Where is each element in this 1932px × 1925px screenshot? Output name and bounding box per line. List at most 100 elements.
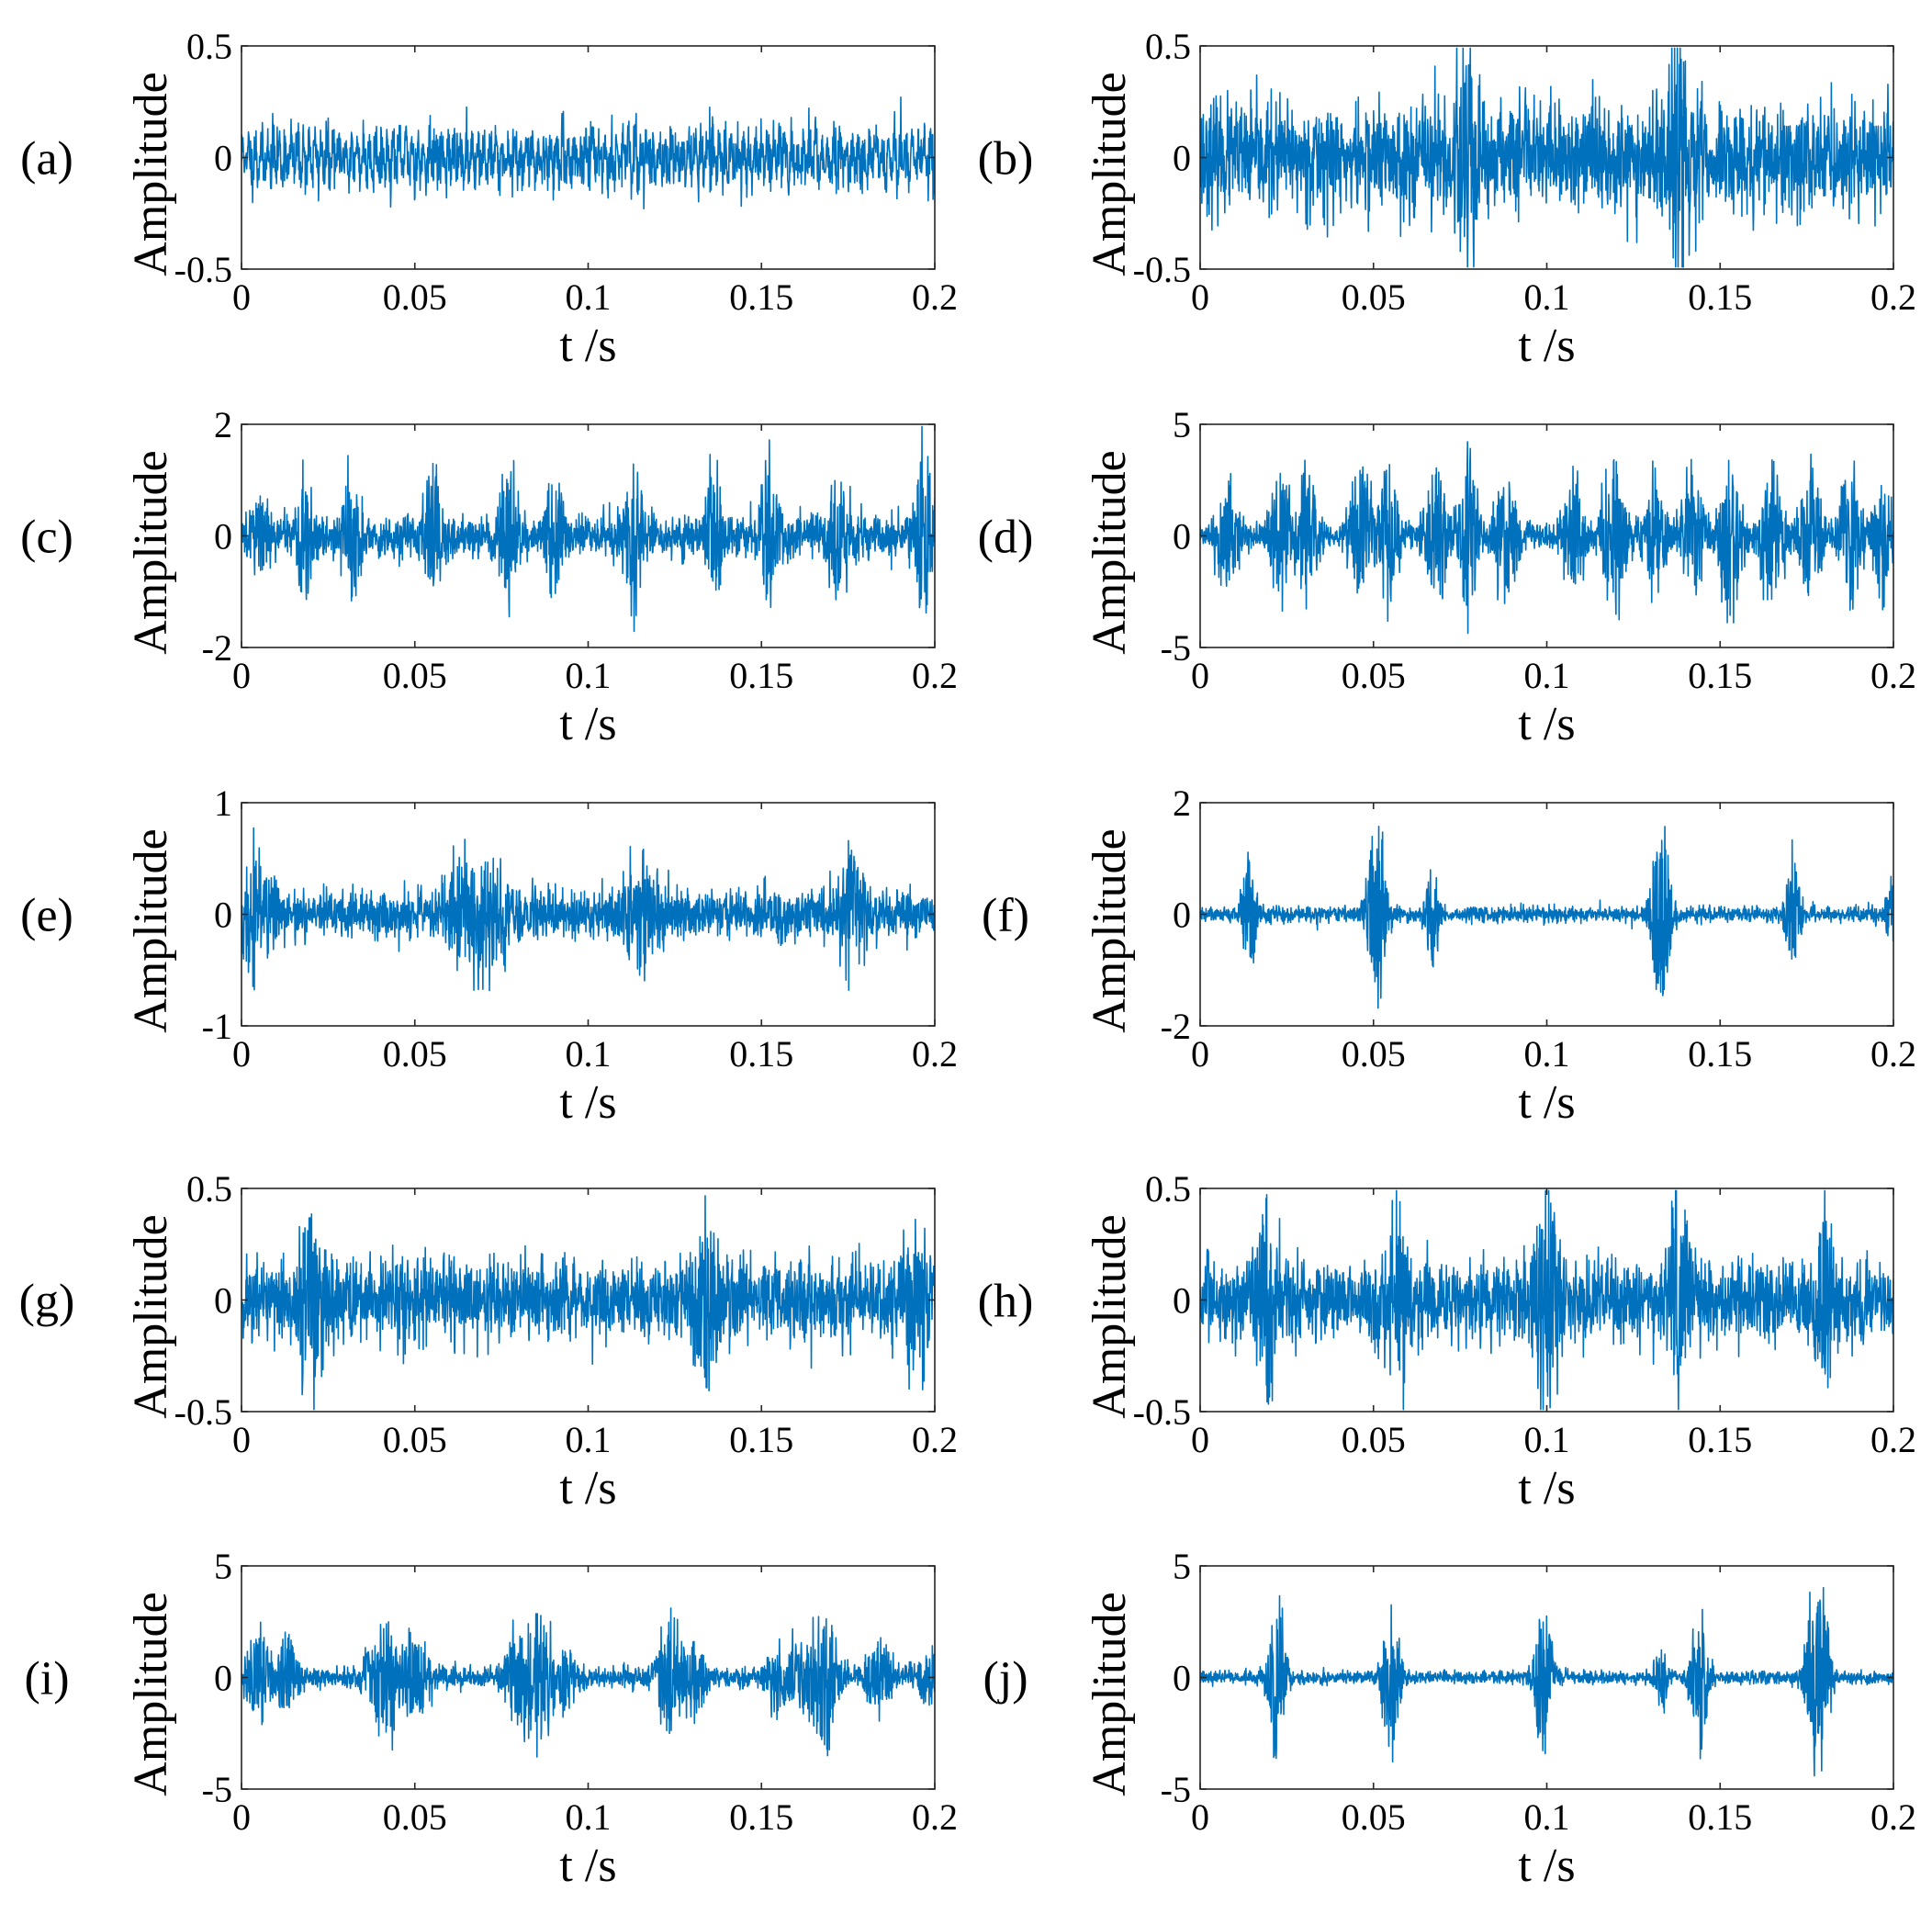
y-tick-label-i-2: 5 [214, 1546, 232, 1587]
x-tick-label-b-1: 0.05 [1342, 276, 1406, 318]
y-tick-label-d-1: 0 [1173, 516, 1191, 557]
y-tick-label-d-2: 5 [1173, 404, 1191, 445]
x-tick-label-c-1: 0.05 [383, 655, 447, 696]
y-tick-label-a-0: -0.5 [174, 249, 232, 290]
y-tick-label-h-0: -0.5 [1133, 1391, 1191, 1433]
series-line-c [242, 425, 935, 633]
y-tick-label-a-1: 0 [214, 138, 232, 179]
y-tick-label-b-1: 0 [1173, 138, 1191, 179]
y-axis-title-b: Amplitude [1084, 72, 1136, 276]
x-tick-label-f-2: 0.1 [1524, 1033, 1570, 1075]
y-tick-label-j-0: -5 [1161, 1769, 1191, 1810]
series-line-j [1200, 1586, 1893, 1777]
y-tick-label-i-0: -5 [202, 1769, 232, 1810]
y-tick-label-f-1: 0 [1173, 895, 1191, 936]
x-tick-label-i-4: 0.2 [912, 1796, 958, 1838]
series-line-d [1200, 441, 1893, 635]
y-tick-label-h-1: 0 [1173, 1280, 1191, 1322]
x-axis-title-c: t /s [559, 698, 616, 750]
y-tick-label-b-0: -0.5 [1133, 249, 1191, 290]
x-tick-label-g-2: 0.1 [566, 1419, 612, 1460]
x-tick-label-j-4: 0.2 [1870, 1796, 1916, 1838]
x-axis-title-e: t /s [559, 1076, 616, 1129]
panel-label-c: (c) [20, 512, 73, 564]
x-tick-label-e-2: 0.1 [566, 1033, 612, 1075]
x-axis-title-i: t /s [559, 1840, 616, 1892]
x-tick-label-e-0: 0 [232, 1033, 251, 1075]
y-tick-label-b-2: 0.5 [1145, 26, 1191, 67]
x-tick-label-j-2: 0.1 [1524, 1796, 1570, 1838]
y-axis-title-d: Amplitude [1084, 450, 1136, 654]
y-tick-label-f-0: -2 [1161, 1006, 1191, 1047]
x-tick-label-b-4: 0.2 [1870, 276, 1916, 318]
y-tick-label-g-0: -0.5 [174, 1391, 232, 1433]
y-axis-title-a: Amplitude [125, 72, 177, 276]
x-tick-label-i-3: 0.15 [729, 1796, 793, 1838]
series-line-i [242, 1607, 935, 1758]
panel-label-e: (e) [20, 890, 73, 942]
series-line-e [242, 827, 935, 992]
x-tick-label-i-1: 0.05 [383, 1796, 447, 1838]
y-axis-title-j: Amplitude [1084, 1592, 1136, 1796]
x-tick-label-h-0: 0 [1191, 1419, 1209, 1460]
x-tick-label-d-0: 0 [1191, 655, 1209, 696]
panel-label-a: (a) [20, 133, 73, 186]
x-tick-label-e-1: 0.05 [383, 1033, 447, 1075]
x-axis-title-d: t /s [1518, 698, 1575, 750]
x-tick-label-h-3: 0.15 [1688, 1419, 1752, 1460]
panel-label-j: (j) [983, 1653, 1028, 1705]
x-axis-title-g: t /s [559, 1462, 616, 1514]
y-axis-title-h: Amplitude [1084, 1214, 1136, 1418]
x-tick-label-e-3: 0.15 [729, 1033, 793, 1075]
x-tick-label-i-2: 0.1 [566, 1796, 612, 1838]
x-tick-label-c-4: 0.2 [912, 655, 958, 696]
series-line-b [1200, 47, 1893, 268]
panel-label-f: (f) [982, 890, 1029, 942]
series-line-h [1200, 1189, 1893, 1411]
y-tick-label-a-2: 0.5 [186, 26, 232, 67]
x-tick-label-d-3: 0.15 [1688, 655, 1752, 696]
y-tick-label-j-2: 5 [1173, 1546, 1191, 1587]
x-tick-label-c-3: 0.15 [729, 655, 793, 696]
x-tick-label-b-3: 0.15 [1688, 276, 1752, 318]
y-tick-label-h-2: 0.5 [1145, 1168, 1191, 1210]
x-tick-label-e-4: 0.2 [912, 1033, 958, 1075]
panel-label-g: (g) [19, 1276, 75, 1328]
x-axis-title-h: t /s [1518, 1462, 1575, 1514]
series-line-f [1200, 825, 1893, 1009]
y-tick-label-e-2: 1 [214, 782, 232, 824]
panel-label-b: (b) [978, 133, 1034, 186]
x-tick-label-d-2: 0.1 [1524, 655, 1570, 696]
x-tick-label-a-2: 0.1 [566, 276, 612, 318]
x-tick-label-h-4: 0.2 [1870, 1419, 1916, 1460]
y-axis-title-c: Amplitude [125, 450, 177, 654]
y-tick-label-d-0: -5 [1161, 627, 1191, 669]
y-axis-title-g: Amplitude [125, 1214, 177, 1418]
y-tick-label-g-2: 0.5 [186, 1168, 232, 1210]
panel-label-h: (h) [978, 1276, 1034, 1328]
x-tick-label-g-1: 0.05 [383, 1419, 447, 1460]
panel-label-d: (d) [978, 512, 1034, 564]
y-tick-label-f-2: 2 [1173, 782, 1191, 824]
y-tick-label-i-1: 0 [214, 1658, 232, 1699]
x-tick-label-h-2: 0.1 [1524, 1419, 1570, 1460]
y-axis-title-e: Amplitude [125, 828, 177, 1032]
panel-label-i: (i) [24, 1653, 69, 1705]
x-tick-label-f-1: 0.05 [1342, 1033, 1406, 1075]
x-tick-label-g-4: 0.2 [912, 1419, 958, 1460]
x-tick-label-c-0: 0 [232, 655, 251, 696]
y-tick-label-e-0: -1 [202, 1006, 232, 1047]
y-tick-label-c-2: 2 [214, 404, 232, 445]
x-tick-label-j-3: 0.15 [1688, 1796, 1752, 1838]
x-tick-label-a-3: 0.15 [729, 276, 793, 318]
x-axis-title-b: t /s [1518, 320, 1575, 372]
